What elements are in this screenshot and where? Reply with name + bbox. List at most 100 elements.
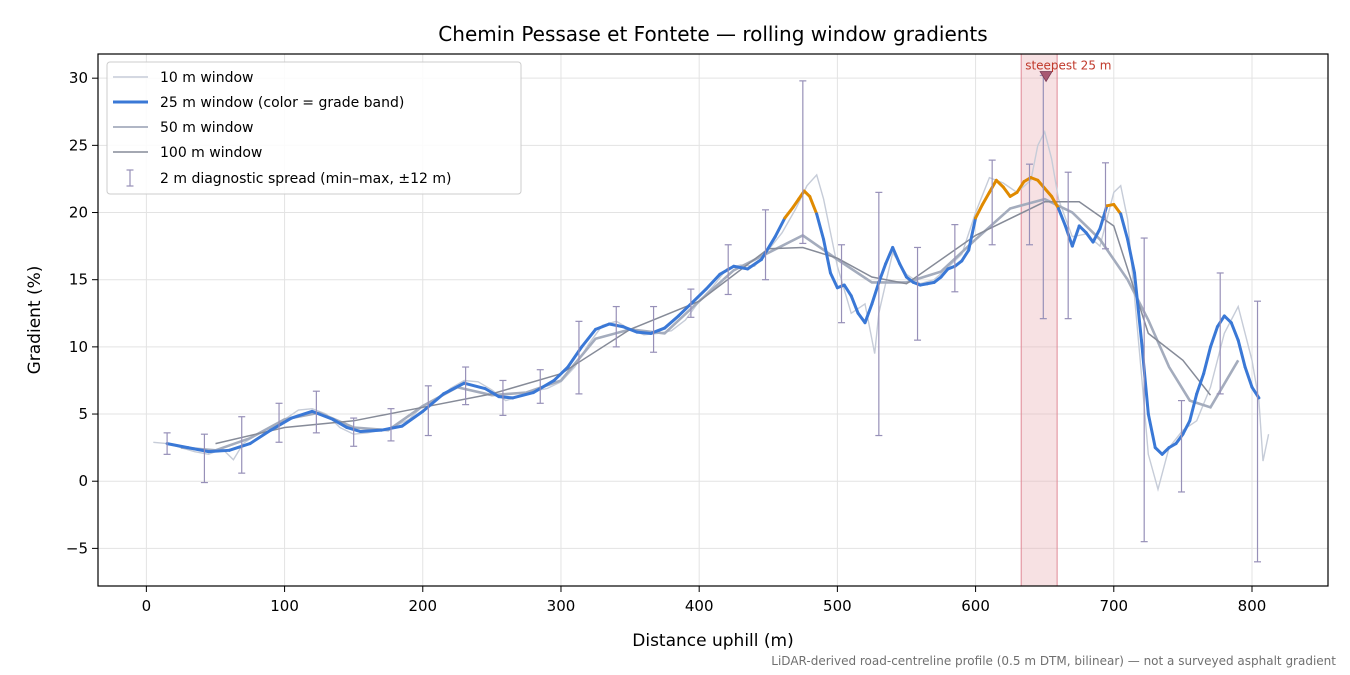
- steepest-band: [1020, 53, 1058, 587]
- series-25m-segment: [1133, 271, 1143, 342]
- series-25m-segment: [1153, 446, 1164, 456]
- legend-label: 50 m window: [160, 120, 253, 136]
- series-25m-segment: [898, 262, 908, 279]
- series-25m-segment: [704, 272, 722, 291]
- series-25m-segment: [165, 442, 190, 450]
- series-25m-segment: [870, 280, 881, 306]
- series-25m-segment: [1236, 338, 1247, 369]
- series-25m-segment: [773, 216, 787, 239]
- legend-label: 100 m window: [160, 145, 262, 161]
- series-25m-segment: [400, 409, 425, 428]
- series-25m-segment: [877, 262, 888, 284]
- series-25m-segment: [248, 428, 273, 446]
- x-tick-label: 800: [1238, 597, 1267, 615]
- series-25m-segment: [1001, 185, 1012, 198]
- series-25m-segment: [842, 283, 853, 298]
- y-tick-label: 5: [78, 405, 88, 423]
- series-25m-segment: [511, 391, 535, 400]
- series-25m-segment: [791, 197, 801, 209]
- series-25m-segment: [207, 448, 231, 454]
- x-tick-label: 300: [547, 597, 576, 615]
- series-25m-segment: [1119, 212, 1130, 241]
- series-25m-segment: [227, 442, 252, 452]
- series-25m-segment: [1181, 419, 1192, 436]
- series-25m-segment: [856, 311, 867, 325]
- series-25m-segment: [1070, 224, 1081, 248]
- series-25m-segment: [1126, 237, 1137, 275]
- x-tick-label: 600: [961, 597, 990, 615]
- x-tick-label: 0: [142, 597, 152, 615]
- series-25m-segment: [269, 416, 293, 432]
- series-25m-segment: [690, 287, 708, 305]
- y-tick-label: 15: [69, 271, 88, 289]
- series-25m-segment: [891, 245, 902, 266]
- series-25m-segment: [815, 212, 826, 241]
- series-25m-segment: [531, 378, 556, 395]
- series-25m-segment: [1043, 186, 1054, 198]
- series-25m-segment: [1050, 194, 1061, 210]
- series-25m-segment: [822, 237, 832, 275]
- x-tick-label: 400: [685, 597, 714, 615]
- series-25m-segment: [967, 216, 978, 252]
- series-lines: [153, 129, 1270, 492]
- series-25m-segment: [746, 258, 763, 271]
- series-25m-segment: [987, 178, 998, 194]
- legend-label: 25 m window (color = grade band): [160, 95, 404, 111]
- series-25m-segment: [1146, 412, 1157, 450]
- series-100m-line: [215, 201, 1212, 445]
- series-25m-segment: [421, 392, 446, 413]
- legend-label: 10 m window: [160, 70, 253, 86]
- x-axis-title: Distance uphill (m): [632, 631, 793, 651]
- series-25m-segment: [1063, 224, 1074, 248]
- series-25m-segment: [759, 235, 777, 262]
- series-25m-segment: [635, 330, 653, 335]
- y-tick-label: 30: [69, 69, 88, 87]
- series-25m-segment: [462, 381, 487, 391]
- series-25m-segment: [718, 264, 736, 276]
- series-25m-segment: [1084, 231, 1095, 244]
- diagnostic-spread-bars: [163, 74, 1262, 563]
- series-25m-segment: [783, 205, 795, 220]
- series-25m-segment: [621, 325, 639, 334]
- series-25m-segment: [289, 409, 314, 420]
- x-tick-label: 200: [408, 597, 437, 615]
- series-25m-segment: [359, 428, 383, 434]
- series-25m-segment: [1112, 202, 1123, 216]
- series-25m-segment: [663, 314, 680, 330]
- legend-box: [106, 61, 522, 195]
- chart-title: Chemin Pessase et Fontete — rolling wind…: [438, 22, 987, 46]
- series-25m-segment: [1222, 314, 1233, 325]
- series-25m-segment: [676, 301, 694, 318]
- x-tick-label: 700: [1099, 597, 1128, 615]
- plot-frame: [97, 53, 1329, 587]
- series-25m-segment: [960, 248, 971, 263]
- series-25m-segment: [379, 424, 404, 432]
- steepest-highlight: [1020, 53, 1058, 587]
- series-25m-segment: [552, 365, 570, 382]
- series-25m-segment: [497, 395, 515, 400]
- series-25m-segment: [442, 381, 466, 396]
- series-25m-segment: [980, 190, 991, 206]
- series-25m-segment: [863, 302, 874, 325]
- axis-ticks: 0 100 200 300 400 500 600 700 800 −5 0 5 10 15 20 25 30: [66, 69, 1266, 615]
- y-tick-label: −5: [66, 539, 88, 557]
- y-tick-label: 25: [69, 136, 88, 154]
- y-tick-label: 20: [69, 204, 88, 222]
- series-25m-segment: [1229, 321, 1240, 342]
- series-25m-segment: [310, 409, 335, 421]
- series-25m-segment: [1188, 392, 1199, 423]
- series-25m-segment: [1077, 224, 1088, 235]
- series-25m-segment: [483, 387, 501, 399]
- series-25m-segment: [1209, 325, 1219, 349]
- series-25m-segment: [1202, 345, 1213, 376]
- series-25m-segment: [594, 322, 611, 331]
- x-tick-label: 100: [270, 597, 299, 615]
- series-25m-segment: [939, 267, 950, 279]
- series-25m-segment: [732, 264, 750, 271]
- steepest-label: steepest 25 m: [1025, 58, 1111, 72]
- series-25m-segment: [186, 446, 211, 454]
- series-25m-segment: [1015, 180, 1026, 194]
- steepest-marker: [1039, 71, 1053, 83]
- y-tick-label: 10: [69, 338, 88, 356]
